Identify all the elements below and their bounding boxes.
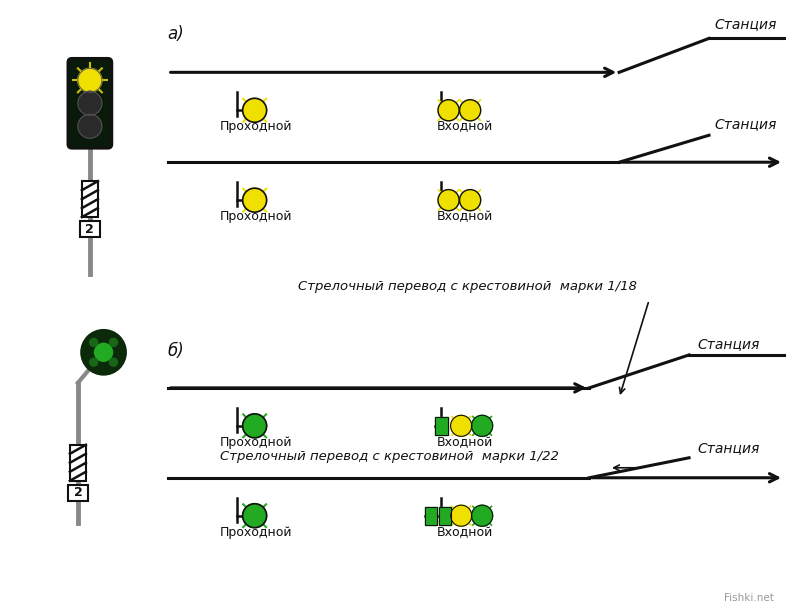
Text: 2: 2 — [74, 486, 82, 499]
Circle shape — [451, 415, 472, 436]
Circle shape — [109, 358, 117, 366]
Circle shape — [438, 100, 459, 121]
Bar — [439, 507, 451, 525]
Text: Проходной: Проходной — [219, 210, 292, 223]
Circle shape — [82, 330, 126, 375]
Bar — [425, 507, 436, 525]
Circle shape — [78, 114, 102, 139]
Bar — [425, 507, 436, 525]
Circle shape — [242, 188, 267, 212]
Text: Станция: Станция — [714, 17, 776, 31]
Text: Fishki.net: Fishki.net — [724, 593, 774, 603]
Circle shape — [459, 100, 481, 121]
Text: 2: 2 — [86, 223, 94, 235]
Text: б): б) — [168, 342, 185, 360]
Text: Стрелочный перевод с крестовиной  марки 1/18: Стрелочный перевод с крестовиной марки 1… — [298, 280, 637, 293]
Text: Станция: Станция — [697, 441, 760, 455]
Text: Входной: Входной — [436, 120, 493, 133]
Text: Входной: Входной — [436, 526, 493, 539]
Circle shape — [242, 414, 267, 438]
Circle shape — [78, 68, 102, 93]
Circle shape — [451, 505, 472, 526]
Circle shape — [459, 189, 481, 211]
Circle shape — [242, 504, 267, 528]
Circle shape — [242, 98, 267, 122]
Bar — [70, 445, 86, 481]
Text: Станция: Станция — [697, 337, 760, 351]
Circle shape — [94, 343, 112, 361]
Text: Стрелочный перевод с крестовиной  марки 1/22: Стрелочный перевод с крестовиной марки 1… — [219, 450, 558, 463]
Circle shape — [471, 415, 493, 436]
Circle shape — [438, 189, 459, 211]
Bar — [439, 507, 451, 525]
Text: Входной: Входной — [436, 436, 493, 449]
Bar — [435, 417, 448, 435]
Circle shape — [471, 505, 493, 526]
Circle shape — [89, 358, 97, 366]
Text: Входной: Входной — [436, 210, 493, 223]
Text: Проходной: Проходной — [219, 436, 292, 449]
Bar — [68, 485, 88, 501]
Circle shape — [78, 91, 102, 115]
Text: Проходной: Проходной — [219, 526, 292, 539]
Text: Станция: Станция — [714, 117, 776, 131]
Bar — [80, 221, 100, 237]
Circle shape — [89, 338, 97, 346]
Text: Проходной: Проходной — [219, 120, 292, 133]
Bar — [82, 181, 98, 217]
FancyBboxPatch shape — [68, 58, 112, 148]
Circle shape — [109, 338, 117, 346]
Bar — [435, 417, 448, 435]
Text: а): а) — [168, 25, 185, 44]
